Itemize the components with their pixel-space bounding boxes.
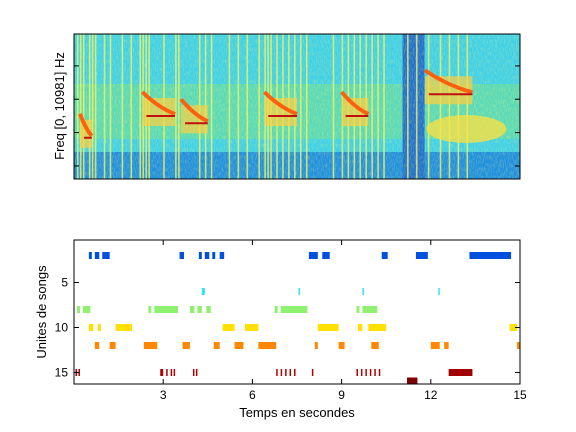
unit-bar	[160, 369, 164, 376]
unit-bar	[280, 369, 283, 376]
unit-bar	[204, 252, 210, 259]
units-y-label: Unites de songs	[34, 265, 49, 359]
unit-bar	[213, 342, 220, 349]
unit-bar	[448, 369, 473, 376]
unit-bar	[189, 306, 195, 313]
unit-bar	[88, 324, 94, 331]
unit-bar	[311, 369, 314, 376]
unit-bar	[276, 369, 278, 376]
unit-bar	[517, 342, 520, 349]
unit-bar	[88, 252, 92, 259]
unit-bar	[374, 369, 376, 376]
y-tick-label: 10	[55, 321, 69, 335]
unit-bar	[94, 252, 100, 259]
spectrogram-call	[140, 90, 176, 116]
spectrogram-call	[340, 90, 370, 116]
unit-bar	[82, 306, 91, 313]
unit-bar	[368, 324, 387, 331]
x-tick-label: 12	[424, 388, 438, 402]
unit-bar	[369, 369, 372, 376]
unit-bar	[356, 369, 358, 376]
unit-bar	[338, 342, 345, 349]
units-marks	[75, 252, 520, 384]
units-ticks: 3 6 9 12 15 5 10 15	[55, 240, 527, 402]
unit-bar	[317, 324, 339, 331]
unit-bar	[444, 342, 449, 349]
unit-bar	[314, 342, 318, 349]
unit-bar	[234, 342, 244, 349]
x-tick-label: 15	[513, 388, 527, 402]
unit-bar	[78, 369, 80, 376]
y-tick-label: 5	[61, 276, 68, 290]
unit-bar	[206, 306, 211, 313]
unit-bar	[154, 306, 179, 313]
unit-bar	[509, 324, 518, 331]
unit-bar	[371, 342, 379, 349]
spectrogram-image	[74, 34, 520, 179]
unit-bar	[430, 342, 440, 349]
unit-bar	[322, 252, 330, 259]
unit-bar	[143, 342, 158, 349]
spectrogram-call	[262, 90, 298, 116]
spectrogram-panel: Freq [0, 10981] Hz	[52, 33, 521, 180]
unit-bar	[244, 324, 259, 331]
unit-bar	[294, 369, 296, 376]
unit-bar	[115, 324, 132, 331]
unit-bar	[170, 369, 173, 376]
x-tick-label: 6	[249, 388, 256, 402]
unit-bar	[148, 306, 152, 313]
units-frame	[73, 239, 521, 385]
spectrogram-y-ticks	[74, 65, 520, 167]
unit-bar	[381, 252, 388, 259]
unit-bar	[274, 306, 278, 313]
units-x-label: Temps en secondes	[239, 405, 355, 420]
spectrogram-call	[78, 113, 94, 138]
unit-bar	[222, 324, 235, 331]
unit-bar	[195, 369, 198, 376]
x-tick-label: 9	[338, 388, 345, 402]
unit-bar	[97, 324, 101, 331]
unit-bar	[362, 306, 378, 313]
unit-bar	[219, 252, 225, 259]
unit-bar	[378, 369, 381, 376]
unit-bar	[192, 369, 195, 376]
unit-bar	[212, 252, 216, 259]
unit-bar	[356, 306, 360, 313]
unit-bar	[360, 369, 363, 376]
unit-bar	[298, 288, 300, 295]
unit-bar	[285, 369, 287, 376]
y-tick-label: 15	[55, 366, 69, 380]
unit-bar	[197, 306, 202, 313]
unit-bar	[166, 369, 168, 376]
unit-bar	[357, 324, 363, 331]
unit-bar	[182, 342, 190, 349]
x-tick-label: 3	[160, 388, 167, 402]
unit-bar	[201, 288, 205, 295]
units-panel: 3 6 9 12 15 5 10 15 Unites de songs Temps en se…	[34, 239, 527, 420]
spectrogram-call	[179, 97, 209, 124]
unit-bar	[362, 288, 364, 295]
spectrogram-noise-patch	[426, 115, 507, 143]
unit-bar	[109, 342, 116, 349]
unit-bar	[415, 252, 428, 259]
unit-bar	[308, 252, 318, 259]
spectrogram-frame	[73, 33, 521, 180]
unit-bar	[407, 377, 418, 384]
unit-bar	[102, 252, 110, 259]
unit-bar	[173, 369, 176, 376]
unit-bar	[438, 288, 440, 295]
unit-bar	[469, 252, 512, 259]
unit-bar	[198, 252, 202, 259]
unit-bar	[94, 342, 100, 349]
unit-bar	[289, 369, 292, 376]
unit-bar	[365, 369, 367, 376]
unit-bar	[76, 306, 80, 313]
spectrogram-y-label: Freq [0, 10981] Hz	[52, 52, 67, 160]
unit-bar	[258, 342, 277, 349]
unit-bar	[280, 306, 308, 313]
spectrogram-call-glow	[79, 119, 92, 148]
spectrogram-call	[423, 68, 473, 95]
unit-bar	[179, 252, 185, 259]
